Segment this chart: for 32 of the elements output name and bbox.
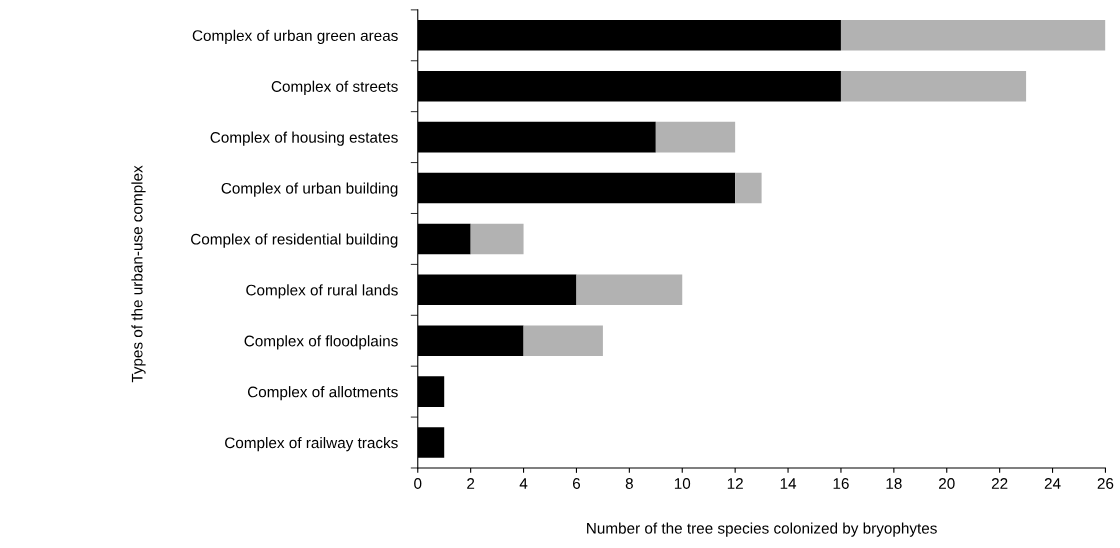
x-axis-title: Number of the tree species colonized by bryophytes <box>587 522 937 537</box>
bar <box>523 325 603 357</box>
bar <box>576 274 683 306</box>
x-tick-label: 6 <box>572 478 581 489</box>
bar <box>840 70 1027 102</box>
x-tick-label: 22 <box>991 478 1008 489</box>
bar <box>655 121 736 153</box>
x-tick-label: 10 <box>674 478 691 489</box>
y-tick-label: Complex of urban green areas <box>192 29 398 45</box>
y-tick-label: Complex of rural lands <box>246 284 398 299</box>
bar <box>735 172 762 204</box>
y-tick-label: Complex of urban building <box>221 182 398 197</box>
y-tick-label: Complex of housing estates <box>210 131 398 146</box>
x-tick-label: 24 <box>1044 478 1061 489</box>
x-tick-label: 4 <box>519 478 528 489</box>
bar <box>840 20 1106 51</box>
bar <box>470 223 524 255</box>
y-tick-label: Complex of allotments <box>247 386 398 401</box>
x-tick-label: 12 <box>727 478 743 489</box>
y-axis-title: Types of the urban-use complex <box>131 165 146 383</box>
x-tick-label: 8 <box>625 478 633 489</box>
x-tick-label: 26 <box>1097 478 1114 489</box>
x-tick-label: 2 <box>467 478 475 489</box>
y-tick-label: Complex of residential building <box>191 233 398 248</box>
x-tick-label: 20 <box>939 478 955 489</box>
x-tick-label: 16 <box>833 478 849 489</box>
x-tick-label: 14 <box>780 478 797 489</box>
y-tick-label: Complex of railway tracks <box>225 437 398 452</box>
x-tick-label: 0 <box>414 478 422 489</box>
y-tick-label: Complex of streets <box>271 80 398 95</box>
x-tick-label: 18 <box>886 478 902 489</box>
y-tick-label: Complex of floodplains <box>244 335 398 350</box>
